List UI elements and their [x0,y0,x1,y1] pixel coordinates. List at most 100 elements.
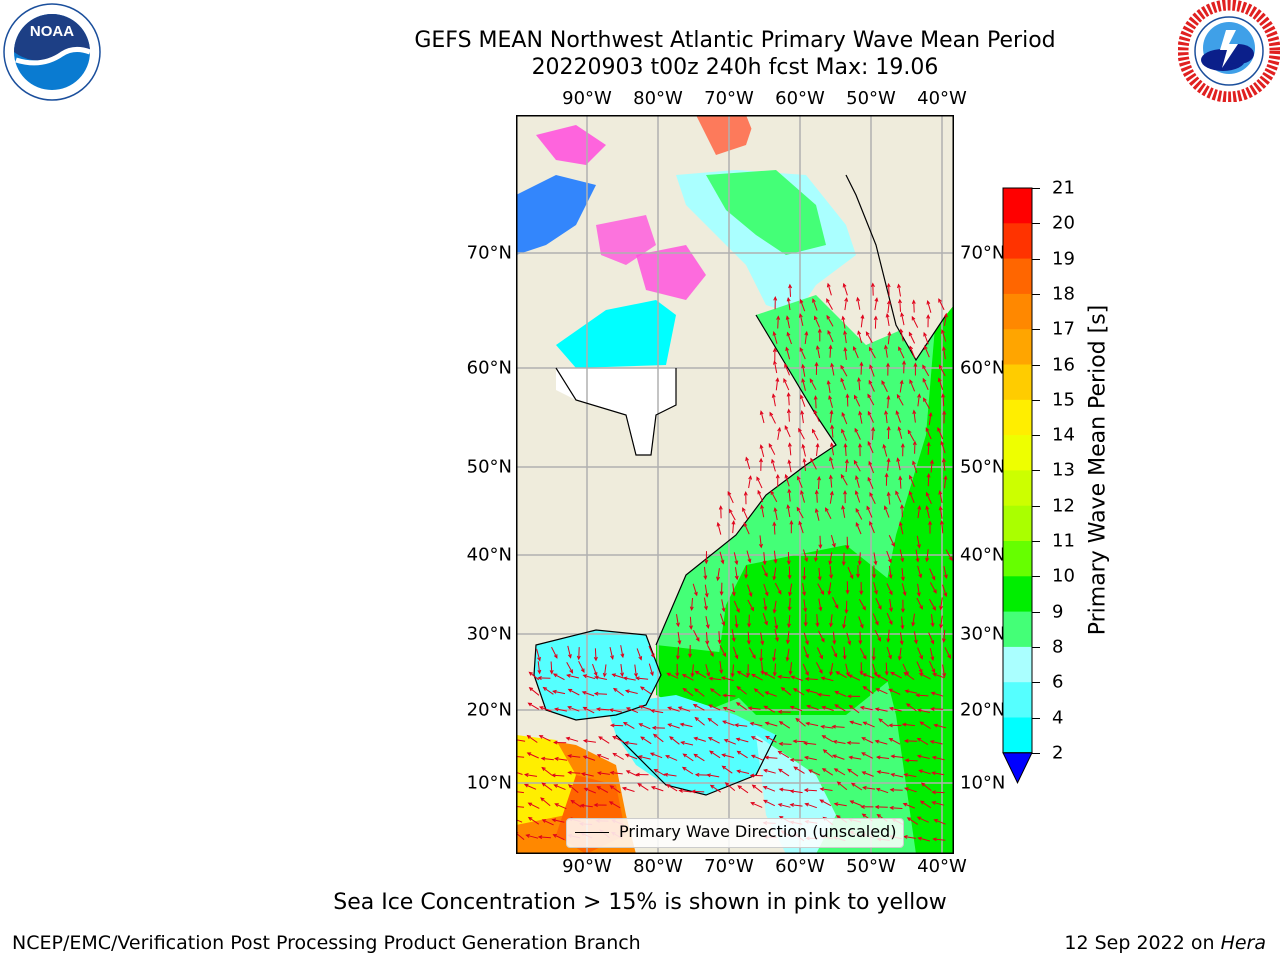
wave-arrow-head [932,672,937,677]
wave-arrow [809,378,817,391]
wave-arrow [788,597,791,611]
wave-arrow-head [622,722,628,726]
wave-arrow-head [727,490,732,496]
wave-arrow [858,616,864,628]
wave-arrow-head [868,379,873,385]
wave-arrow [815,662,823,674]
wave-arrow [555,758,568,761]
wave-arrow [834,768,846,776]
wave-arrow-head [926,441,931,447]
wave-arrow [788,460,792,473]
wave-arrow-head [689,606,694,612]
wave-arrow-head [804,557,808,563]
wave-arrow-head [932,606,936,611]
wave-arrow-head [717,639,722,645]
wave-arrow [804,756,817,761]
wave-arrow-head [821,705,826,710]
wave-arrow-head [862,686,867,691]
wave-arrow [580,804,593,808]
colorbar-tick-mark [1032,717,1040,719]
colorbar-tick-mark [1032,611,1040,613]
wave-arrow-head [937,377,942,382]
wave-arrow-head [898,346,902,351]
graticule [516,115,954,854]
wave-arrow-head [874,805,880,809]
wave-arrow [737,770,750,774]
wave-arrow-head [861,813,867,818]
wave-arrow-head [845,545,850,550]
wave-arrow [929,568,936,580]
wave-arrow [862,673,875,679]
wave-arrow-head [817,475,821,481]
wave-arrow-head [790,675,795,680]
wave-arrow [831,363,835,376]
wave-arrow-head [846,740,852,745]
wave-arrow-head [731,637,736,643]
wave-arrow [802,444,806,457]
wave-arrow [842,316,846,329]
wave-arrow [789,662,792,675]
wave-arrow-head [904,689,910,694]
wave-arrow-head [870,282,875,288]
wave-arrow [528,817,540,825]
wave-arrow-head [667,706,672,711]
wave-arrow [901,616,904,629]
wave-arrow [866,506,873,518]
wave-arrow-head [888,590,893,596]
wave-arrow-head [943,312,948,318]
wave-arrow-head [886,425,891,431]
wave-arrow-head [735,702,741,707]
wave-arrow-head [899,379,904,385]
wave-arrow-head [859,624,864,629]
wave-arrow [594,676,608,680]
wave-arrow-head [881,380,886,385]
wave-arrow [846,632,851,645]
wave-arrow [529,671,540,681]
wave-arrow [553,690,566,695]
wave-arrow-head [692,703,698,708]
wave-arrow-head [705,624,710,630]
wave-arrow [841,412,848,425]
wave-arrow-head [932,837,937,842]
wave-arrow-head [772,521,777,526]
wave-arrow-head [840,377,845,383]
wave-arrow-head [814,361,819,367]
wave-arrow-head [922,377,927,383]
wave-arrow-head [891,542,895,548]
wave-arrow [581,773,594,777]
wave-arrow [803,549,808,562]
wave-arrow-head [527,816,533,821]
wave-arrow-head [650,786,656,790]
wave-arrow [886,550,892,563]
wave-arrow-head [899,640,904,646]
wave-arrow [890,671,902,679]
wave-arrow-head [551,818,557,823]
wave-arrow-head [526,752,532,757]
wave-arrow-head [857,377,861,382]
wave-arrow-head [872,574,877,579]
wave-arrow-head [581,691,587,695]
wave-arrow [638,755,651,760]
wave-arrow-head [871,426,876,432]
wave-arrow-head [896,393,901,399]
wave-arrow [939,506,943,519]
wave-arrow [816,647,823,659]
wave-arrow [917,709,930,713]
lat-label-left: 50°N [466,456,512,478]
wave-arrow [830,475,833,488]
lat-label-left: 20°N [466,699,512,721]
nws-logo-icon [1178,0,1280,102]
wave-arrow-head [747,558,752,564]
wave-arrow-head [721,621,726,627]
wave-arrow-head [593,675,599,680]
wave-arrow-head [541,819,547,823]
wave-arrow [541,767,553,776]
wave-arrow-head [736,608,740,614]
wave-arrow-head [785,315,790,320]
wave-arrow [897,458,901,471]
wave-arrow [927,300,932,313]
wave-arrow-head [902,591,907,597]
wave-arrow-head [909,379,913,384]
wave-arrow [891,755,904,758]
wave-arrow-head [553,740,558,745]
